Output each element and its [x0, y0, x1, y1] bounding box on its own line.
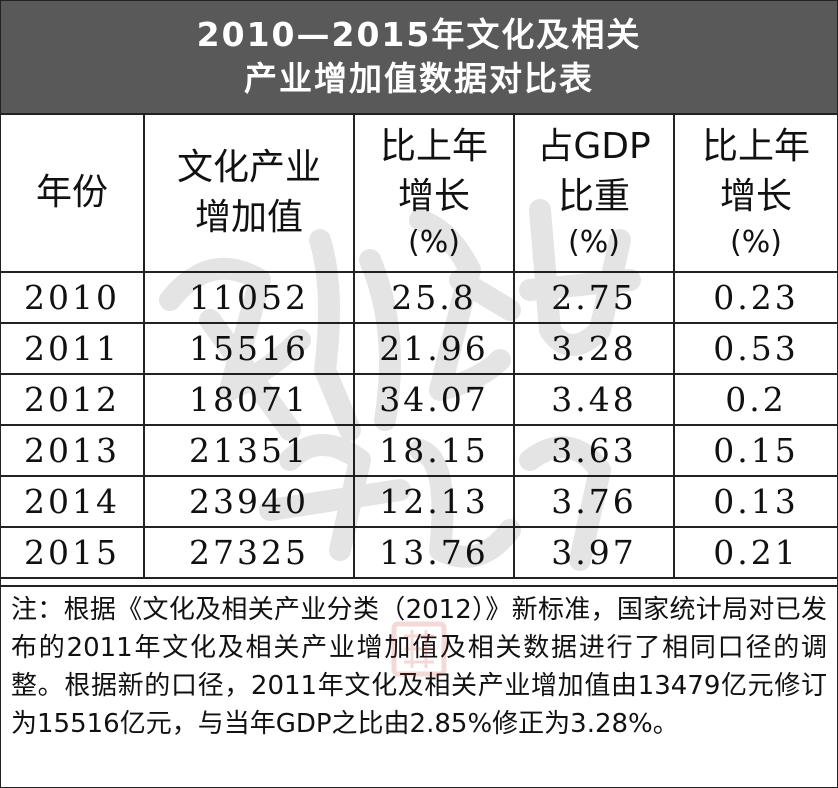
table-footnote: 注：根据《文化及相关产业分类（2012）》新标准，国家统计局对已发布的2011年…: [1, 585, 837, 787]
cell-growth-rate: 34.07: [353, 373, 515, 426]
header-share-growth: 比上年 增长 (%): [673, 115, 837, 273]
header-share-growth-unit: (%): [730, 225, 782, 260]
header-growth-rate-line-1: 比上年: [379, 126, 488, 167]
cell-added-value: 15516: [143, 322, 355, 375]
cultural-industry-table: 年份 文化产业 增加值 比上年 增长 (%) 占GDP 比重 (%) 比上年: [1, 115, 837, 579]
table-title-line-2: 产业增加值数据对比表: [244, 59, 594, 98]
cell-share-growth: 0.53: [673, 322, 837, 375]
cell-year: 2015: [1, 526, 145, 579]
cell-gdp-share: 3.97: [513, 526, 675, 579]
table-row: 2013 21351 18.15 3.63 0.15: [1, 424, 837, 477]
cell-share-growth: 0.15: [673, 424, 837, 477]
table-row: 2015 27325 13.76 3.97 0.21: [1, 526, 837, 579]
cell-growth-rate: 21.96: [353, 322, 515, 375]
header-added-value-line-1: 文化产业: [176, 147, 321, 188]
cell-gdp-share: 3.28: [513, 322, 675, 375]
table-title-line-1: 2010—2015年文化及相关: [196, 15, 642, 54]
table-row: 2010 11052 25.8 2.75 0.23: [1, 271, 837, 324]
cell-growth-rate: 13.76: [353, 526, 515, 579]
cell-year: 2014: [1, 475, 145, 528]
header-added-value: 文化产业 增加值: [143, 115, 355, 273]
table-row: 2011 15516 21.96 3.28 0.53: [1, 322, 837, 375]
cell-share-growth: 0.13: [673, 475, 837, 528]
cell-growth-rate: 18.15: [353, 424, 515, 477]
header-growth-rate-line-2: 增长: [397, 176, 470, 217]
header-gdp-share-line-2: 比重: [557, 176, 630, 217]
cell-added-value: 18071: [143, 373, 355, 426]
table-title-bar: 2010—2015年文化及相关 产业增加值数据对比表: [1, 1, 837, 115]
header-added-value-line-2: 增加值: [194, 197, 303, 238]
cell-added-value: 27325: [143, 526, 355, 579]
cell-gdp-share: 3.48: [513, 373, 675, 426]
cell-share-growth: 0.21: [673, 526, 837, 579]
table-row: 2014 23940 12.13 3.76 0.13: [1, 475, 837, 528]
cell-added-value: 21351: [143, 424, 355, 477]
header-year-text: 年份: [35, 172, 108, 213]
cell-share-growth: 0.23: [673, 271, 837, 324]
header-gdp-share-unit: (%): [568, 225, 620, 260]
cell-year: 2012: [1, 373, 145, 426]
cell-gdp-share: 3.76: [513, 475, 675, 528]
table-row: 2012 18071 34.07 3.48 0.2: [1, 373, 837, 426]
cell-gdp-share: 3.63: [513, 424, 675, 477]
cell-year: 2011: [1, 322, 145, 375]
cell-added-value: 11052: [143, 271, 355, 324]
header-gdp-share: 占GDP 比重 (%): [513, 115, 675, 273]
header-year: 年份: [1, 115, 145, 273]
cell-added-value: 23940: [143, 475, 355, 528]
header-growth-rate-unit: (%): [408, 225, 460, 260]
cell-gdp-share: 2.75: [513, 271, 675, 324]
header-share-growth-line-1: 比上年: [701, 126, 810, 167]
cell-growth-rate: 12.13: [353, 475, 515, 528]
cell-growth-rate: 25.8: [353, 271, 515, 324]
table-header-row: 年份 文化产业 增加值 比上年 增长 (%) 占GDP 比重 (%) 比上年: [1, 115, 837, 273]
header-growth-rate: 比上年 增长 (%): [353, 115, 515, 273]
cell-share-growth: 0.2: [673, 373, 837, 426]
header-gdp-share-line-1: 占GDP: [537, 126, 651, 167]
cell-year: 2010: [1, 271, 145, 324]
cell-year: 2013: [1, 424, 145, 477]
header-share-growth-line-2: 增长: [719, 176, 792, 217]
